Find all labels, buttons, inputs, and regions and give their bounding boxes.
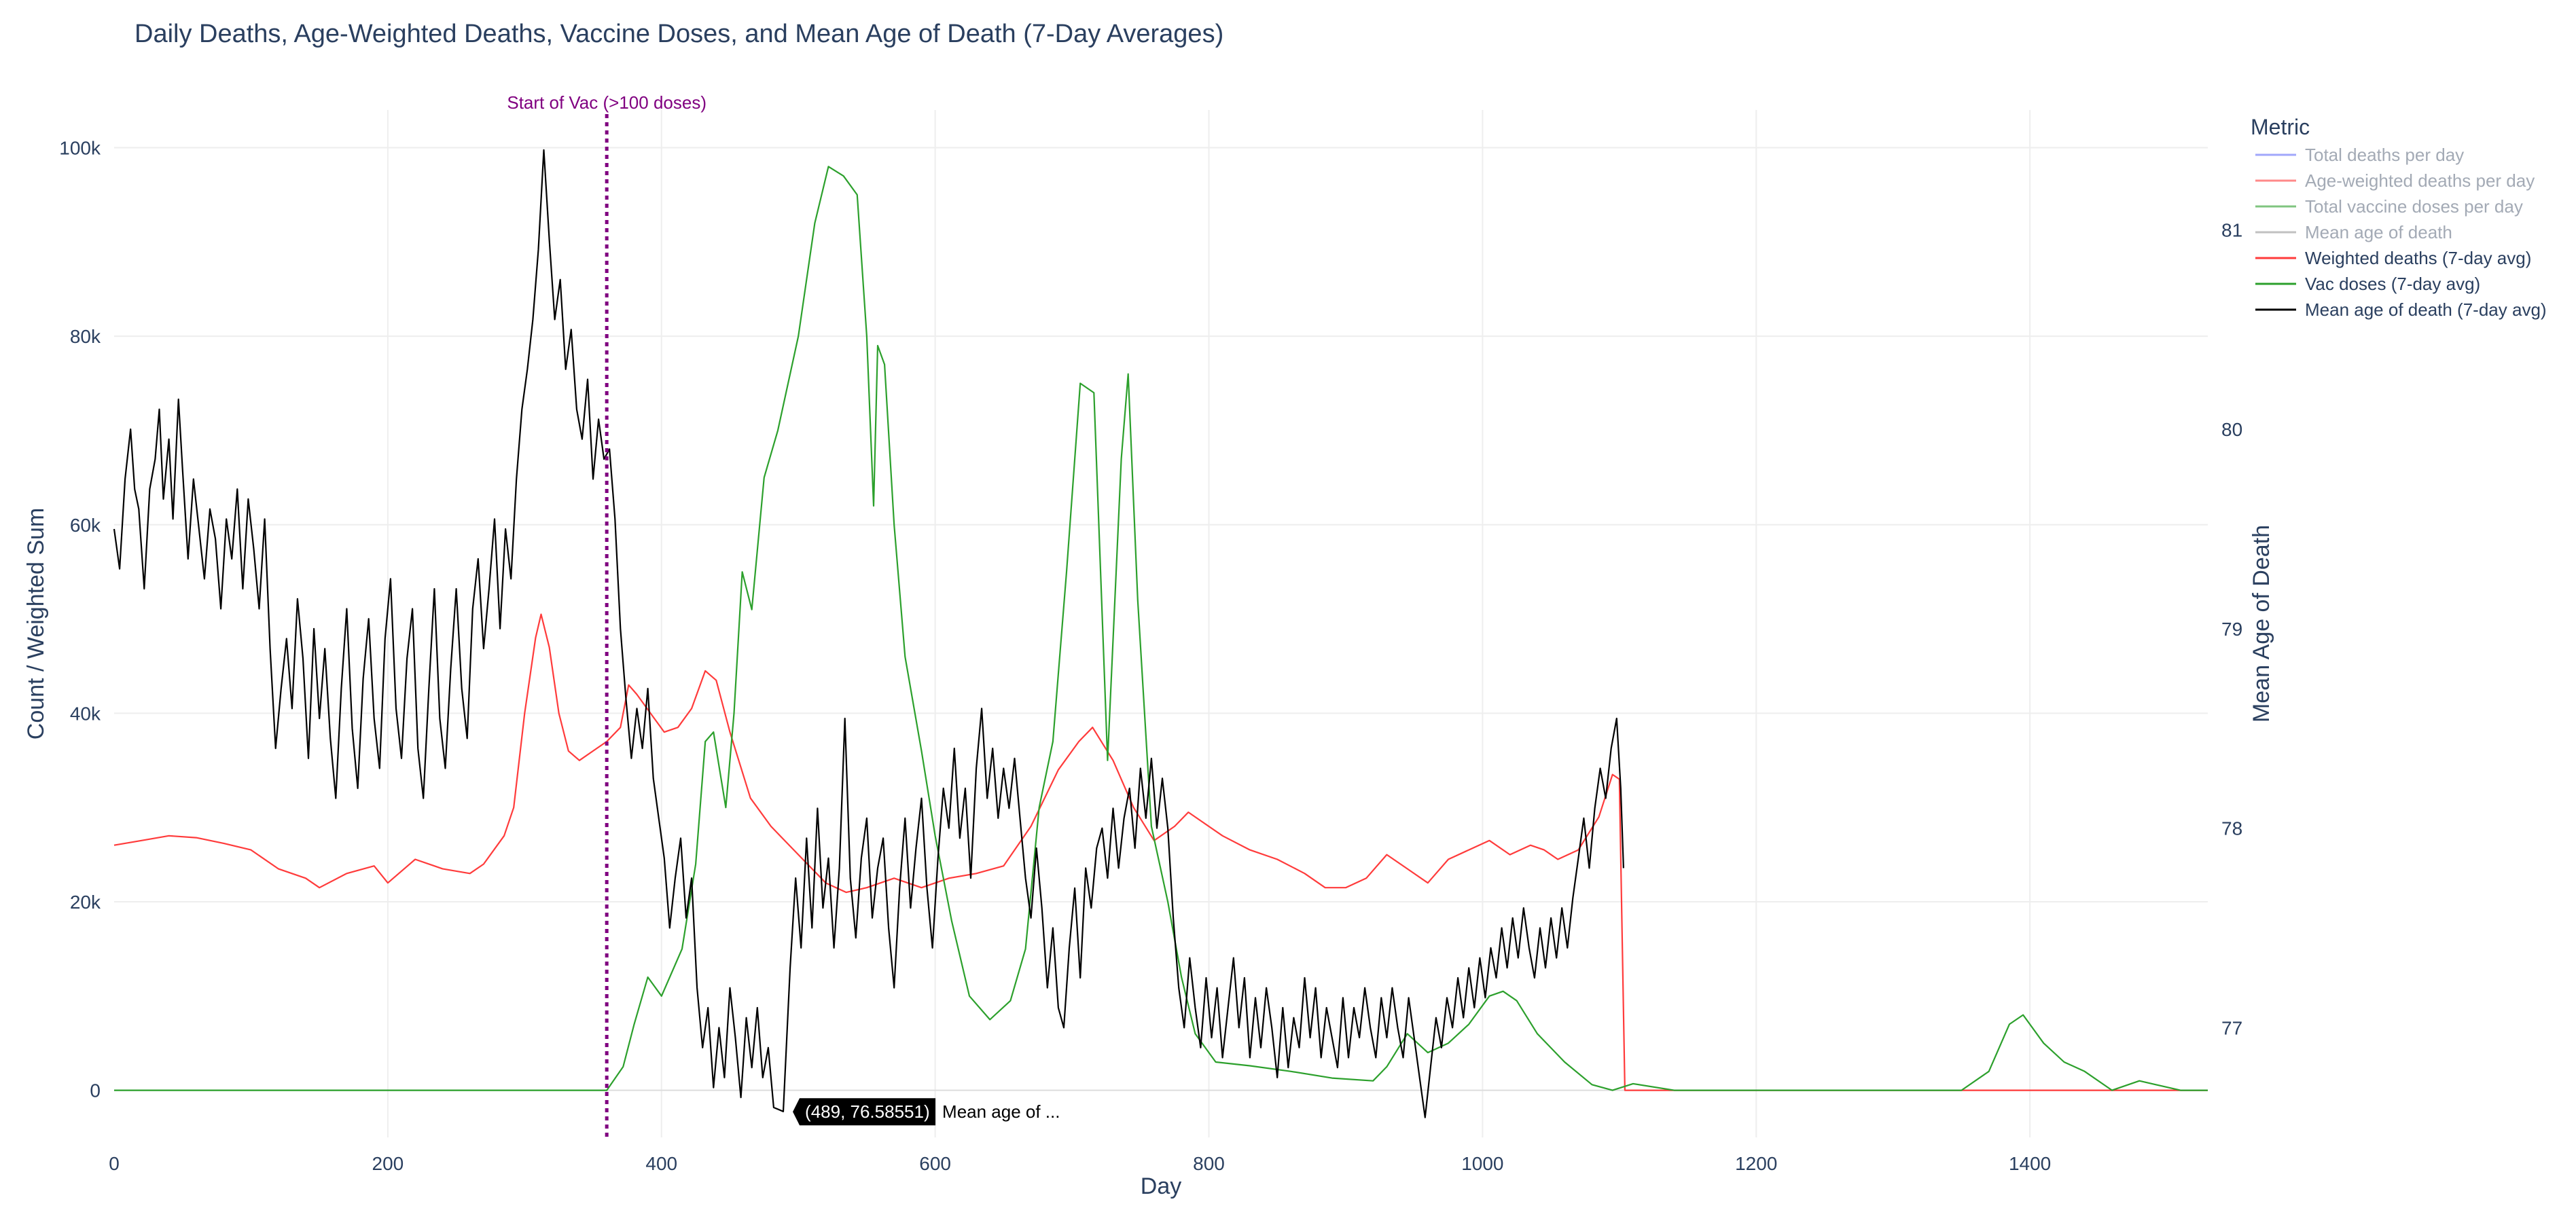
y2-tick-label: 77	[2221, 1017, 2242, 1038]
hover-tooltip: (489, 76.58551) Mean age of ...	[793, 1098, 1060, 1126]
x-tick-label: 800	[1193, 1153, 1225, 1174]
x-tick-label: 0	[109, 1153, 120, 1174]
legend-title: Metric	[2251, 115, 2310, 139]
legend: Metric Total deaths per day Age-weighted …	[2251, 115, 2547, 320]
chart-title: Daily Deaths, Age-Weighted Deaths, Vacci…	[135, 20, 1223, 48]
hover-value: (489, 76.58551)	[805, 1101, 930, 1122]
y-axis-title: Count / Weighted Sum	[23, 508, 49, 739]
legend-item[interactable]: Mean age of death (7-day avg)	[2305, 299, 2547, 320]
y2-tick-label: 81	[2221, 219, 2242, 240]
vaccination-start-label: Start of Vac (>100 doses)	[507, 92, 706, 113]
legend-item[interactable]: Total deaths per day	[2305, 145, 2464, 165]
y-tick-label: 0	[90, 1080, 101, 1101]
y2-tick-label: 79	[2221, 619, 2242, 640]
series-line-mean-age-of-death-7-day-avg[interactable]	[113, 149, 1624, 1118]
legend-item[interactable]: Total vaccine doses per day	[2305, 196, 2523, 217]
series-line-vac-doses-7-day-avg[interactable]	[114, 166, 2208, 1091]
grid	[114, 110, 2208, 1137]
x-tick-label: 200	[372, 1153, 404, 1174]
y-tick-label: 60k	[70, 515, 101, 536]
x-tick-label: 600	[919, 1153, 951, 1174]
x-tick-label: 1200	[1735, 1153, 1777, 1174]
x-tick-label: 1000	[1461, 1153, 1503, 1174]
hover-series-name: Mean age of ...	[942, 1101, 1060, 1122]
series-line-weighted-deaths-7-day-avg[interactable]	[113, 613, 2208, 1091]
legend-item[interactable]: Age-weighted deaths per day	[2305, 170, 2535, 191]
plot-area[interactable]	[113, 149, 2208, 1118]
legend-item[interactable]: Weighted deaths (7-day avg)	[2305, 248, 2531, 268]
y-tick-label: 40k	[70, 703, 101, 724]
legend-item[interactable]: Vac doses (7-day avg)	[2305, 274, 2480, 294]
y-tick-label: 80k	[70, 326, 101, 347]
y-tick-label: 20k	[70, 892, 101, 913]
hover-box	[793, 1098, 936, 1126]
axes: 0 200 400 600 800 1000 1200 1400 0 20k 40k 60k 80k 10…	[59, 138, 2242, 1174]
y-tick-label: 100k	[59, 138, 101, 159]
y2-tick-label: 78	[2221, 818, 2242, 839]
annotation-layer: Start of Vac (>100 doses)	[507, 92, 706, 1137]
x-tick-label: 400	[645, 1153, 677, 1174]
legend-item[interactable]: Mean age of death	[2305, 222, 2452, 242]
y2-tick-label: 80	[2221, 419, 2242, 440]
x-axis-title: Day	[1141, 1173, 1181, 1199]
x-tick-label: 1400	[2009, 1153, 2051, 1174]
y2-axis-title: Mean Age of Death	[2249, 525, 2274, 723]
